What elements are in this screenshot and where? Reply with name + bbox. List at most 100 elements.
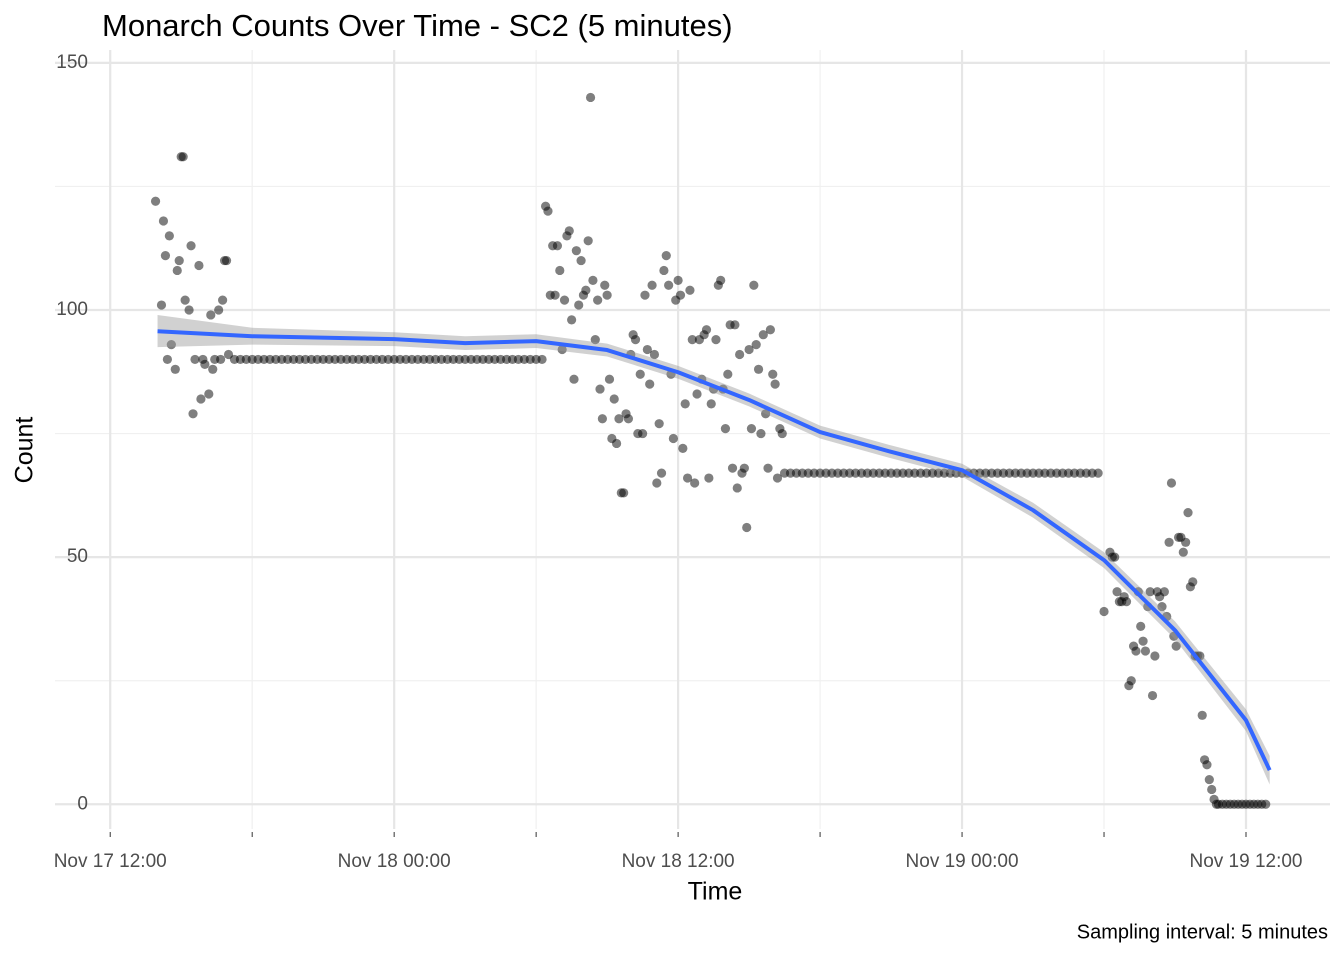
point (685, 285, 695, 295)
point (730, 320, 740, 330)
point (746, 424, 757, 434)
point (772, 473, 783, 483)
point (635, 369, 645, 379)
point (569, 374, 579, 384)
point (744, 344, 754, 355)
point (716, 275, 726, 285)
point (583, 236, 593, 246)
point (765, 325, 775, 335)
point (758, 330, 768, 340)
x-tick-label: Nov 18 00:00 (338, 851, 451, 872)
point (647, 280, 657, 290)
point (642, 344, 652, 355)
point (174, 255, 184, 266)
point (172, 265, 182, 276)
point (753, 364, 764, 374)
chart-title: Monarch Counts Over Time - SC2 (5 minute… (102, 8, 733, 43)
point (604, 374, 615, 384)
point (711, 335, 721, 345)
point (630, 335, 641, 345)
point (1121, 597, 1132, 607)
point (1099, 606, 1109, 617)
y-tick-label: 150 (56, 52, 88, 73)
point (706, 399, 716, 409)
point (216, 354, 226, 365)
point (164, 231, 174, 241)
point (749, 280, 759, 290)
x-tick-label: Nov 17 12:00 (54, 851, 167, 872)
point (188, 409, 198, 419)
point (768, 369, 778, 379)
point (593, 295, 603, 305)
point (727, 463, 738, 473)
point (162, 354, 172, 365)
point (1126, 676, 1136, 686)
point (1138, 636, 1148, 646)
point (1207, 784, 1217, 795)
point (1150, 651, 1160, 661)
y-tick-label: 100 (56, 299, 88, 320)
x-tick-label: Nov 18 12:00 (622, 851, 735, 872)
point (652, 478, 662, 488)
point (581, 285, 591, 295)
point (659, 265, 669, 276)
point (1202, 760, 1212, 770)
y-tick-label: 50 (67, 546, 88, 567)
point (751, 339, 761, 350)
point (158, 216, 169, 226)
point (1110, 552, 1120, 562)
point (1093, 468, 1103, 478)
point (1181, 537, 1191, 547)
point (1178, 547, 1188, 557)
point (732, 483, 742, 493)
point (552, 241, 563, 251)
x-axis-label: Time (688, 878, 743, 906)
point (723, 369, 733, 379)
point (742, 522, 752, 533)
point (602, 290, 612, 300)
point (180, 295, 190, 305)
point (682, 473, 693, 483)
point (692, 389, 702, 399)
point (178, 152, 188, 162)
point (1136, 621, 1146, 631)
point (196, 394, 206, 404)
point (756, 428, 766, 439)
point (537, 354, 547, 365)
point (1171, 641, 1181, 651)
point (571, 246, 581, 256)
point (763, 463, 773, 473)
point (687, 335, 697, 345)
y-axis-label: Count (11, 417, 39, 484)
point (186, 241, 196, 251)
caption: Sampling interval: 5 minutes (1077, 921, 1328, 943)
point (619, 488, 629, 498)
point (1140, 646, 1151, 656)
point (656, 468, 667, 478)
point (156, 300, 167, 310)
point (1112, 587, 1122, 597)
point (550, 290, 560, 300)
point (1145, 587, 1155, 597)
point (564, 226, 574, 236)
point (184, 305, 194, 315)
point (638, 428, 648, 439)
point (576, 255, 586, 266)
point (611, 438, 622, 449)
point (761, 409, 771, 419)
point (567, 315, 577, 325)
point (614, 414, 624, 424)
point (574, 300, 584, 310)
point (204, 389, 214, 399)
point (720, 424, 731, 434)
point (680, 399, 690, 409)
point (1188, 577, 1198, 587)
point (664, 280, 674, 290)
point (770, 379, 780, 389)
point (543, 206, 553, 216)
point (609, 394, 619, 404)
point (668, 433, 678, 444)
point (1147, 690, 1158, 701)
point (645, 379, 655, 389)
